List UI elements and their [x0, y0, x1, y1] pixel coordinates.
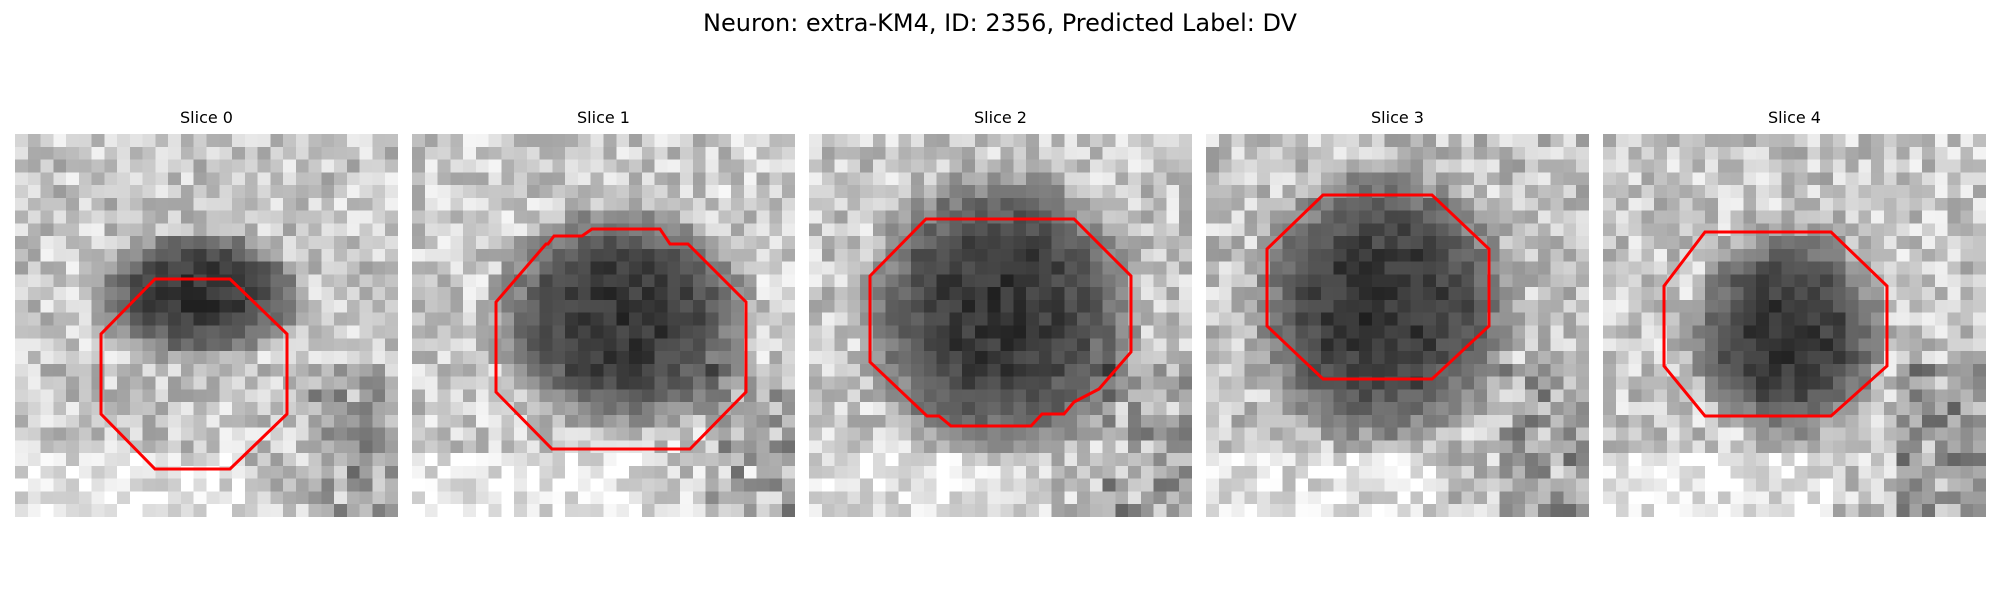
- slice-panel-3: Slice 3: [1206, 108, 1589, 517]
- slice-image: [1603, 134, 1986, 517]
- slice-title: Slice 3: [1371, 108, 1424, 127]
- slice-panel-0: Slice 0: [15, 108, 398, 517]
- slice-image: [15, 134, 398, 517]
- slice-panel-2: Slice 2: [809, 108, 1192, 517]
- slice-title: Slice 4: [1768, 108, 1821, 127]
- slice-image: [1206, 134, 1589, 517]
- slice-panel-1: Slice 1: [412, 108, 795, 517]
- slice-image: [412, 134, 795, 517]
- slice-title: Slice 1: [577, 108, 630, 127]
- slice-panel-4: Slice 4: [1603, 108, 1986, 517]
- slice-image: [809, 134, 1192, 517]
- slice-title: Slice 0: [180, 108, 233, 127]
- figure-title: Neuron: extra-KM4, ID: 2356, Predicted L…: [703, 9, 1297, 37]
- slice-title: Slice 2: [974, 108, 1027, 127]
